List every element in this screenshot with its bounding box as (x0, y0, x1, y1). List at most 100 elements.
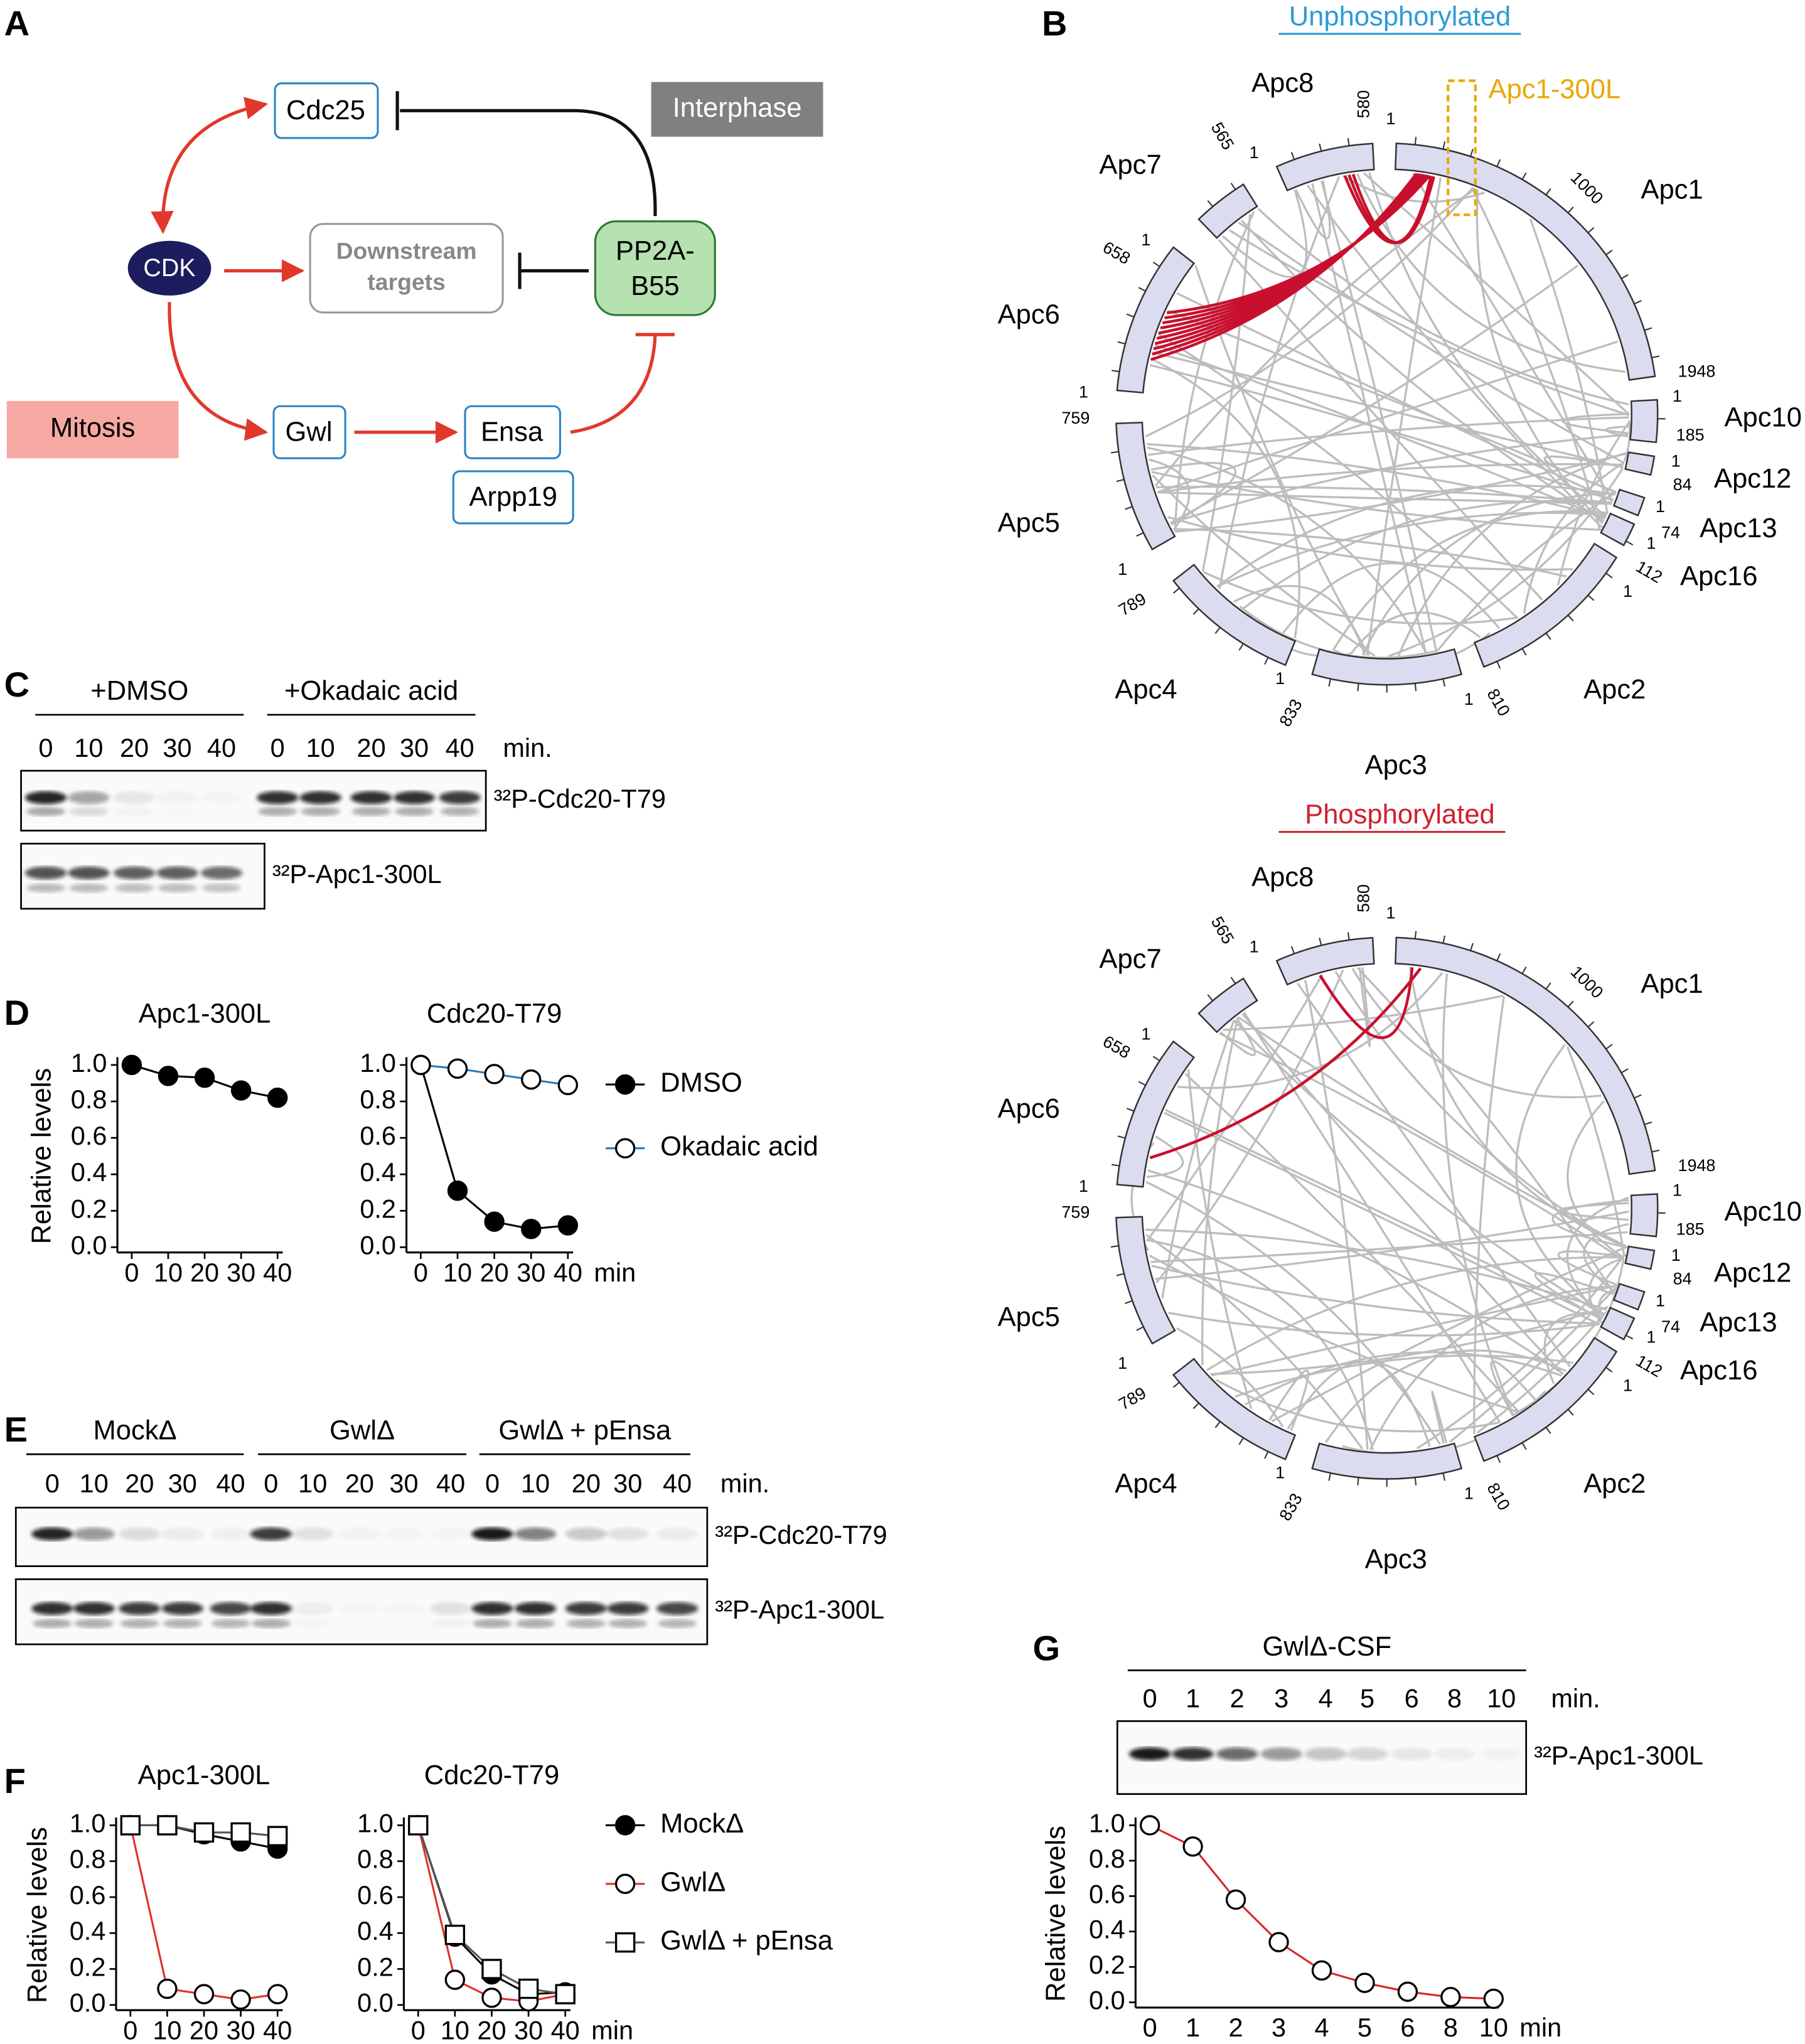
lane-label: 40 (663, 1469, 692, 1498)
segment-tick (1626, 540, 1634, 546)
gel-band (119, 1602, 161, 1615)
crosslink (1566, 1196, 1629, 1320)
y-tick-label: 0.6 (71, 1121, 107, 1150)
lane-label: 0 (45, 1469, 60, 1498)
segment (1172, 1357, 1297, 1460)
gel-band (431, 1619, 471, 1629)
data-point (1139, 1815, 1160, 1836)
line-chart: 0.0 0.2 0.4 0.6 0.8 1.0 0 10 20 30 40 Cdc20-T79 min M… (357, 1760, 833, 2044)
crosslink (1242, 500, 1612, 610)
segment-tick (1587, 1021, 1595, 1028)
gel-group-label: MockΔ (93, 1415, 176, 1445)
segment-tick (1626, 1334, 1634, 1340)
band-label: ³²P-Apc1-300L (1534, 1741, 1703, 1770)
segment (1624, 1245, 1656, 1270)
lane-label: 0 (1143, 1683, 1157, 1713)
gel-band (430, 1528, 471, 1541)
segment-tick (1214, 1421, 1221, 1428)
crosslink (1388, 467, 1624, 658)
gel-band (1128, 1747, 1171, 1761)
position-label: 1 (1464, 690, 1474, 709)
crosslink (1320, 180, 1438, 651)
crosslink (1523, 461, 1625, 614)
segment (1197, 977, 1258, 1034)
segment-tick (1172, 587, 1180, 594)
gel-band (114, 883, 154, 893)
chart-title: Cdc20-T79 (424, 1760, 559, 1790)
y-tick-label: 0.0 (360, 1230, 396, 1260)
crosslink (1233, 1019, 1605, 1317)
chart-title: Cdc20-T79 (427, 999, 562, 1029)
x-tick-label: 40 (551, 2015, 580, 2044)
gel-band (340, 1619, 379, 1629)
position-label: 810 (1483, 1480, 1513, 1514)
gel-band (384, 1619, 423, 1629)
data-point (518, 1978, 539, 1999)
gel-band (250, 1527, 292, 1541)
segment-tick (1644, 327, 1652, 331)
segment-tick (1152, 262, 1160, 267)
segment-label: Apc2 (1583, 675, 1646, 705)
data-point (521, 1219, 542, 1239)
segment-tick (1470, 149, 1474, 157)
position-label: 1 (1250, 937, 1259, 956)
crosslink (1177, 971, 1443, 1089)
gel-band (73, 1602, 115, 1615)
x-tick-label: 0 (1143, 2013, 1157, 2042)
crosslink (1409, 966, 1627, 1248)
arrow (168, 302, 269, 441)
segment-label: Apc16 (1680, 562, 1757, 592)
position-label: 789 (1115, 589, 1149, 619)
gel-band (350, 791, 392, 805)
segment-tick (1442, 141, 1446, 149)
segment (1600, 512, 1636, 547)
y-axis-label: Relative levels (23, 1827, 53, 2003)
segment-tick (1111, 1164, 1120, 1167)
position-label: 1 (1656, 497, 1665, 516)
crosslink (1149, 363, 1614, 501)
lane-label: 30 (163, 733, 191, 762)
segment-label: Apc10 (1725, 402, 1802, 432)
gel-band (339, 1602, 380, 1615)
segment-label: Apc5 (998, 1302, 1060, 1332)
segment-tick (1496, 159, 1501, 167)
segment-tick (1126, 313, 1135, 318)
segment (1473, 542, 1618, 668)
x-axis-label: min (591, 2015, 633, 2044)
gel-band (1172, 1747, 1214, 1761)
segment-label: Apc8 (1251, 862, 1314, 892)
y-tick-label: 0.2 (70, 1952, 106, 1981)
segment-tick (1238, 1437, 1244, 1445)
segment-tick (1347, 137, 1350, 146)
node-label: B55 (631, 271, 679, 301)
position-label: 1 (1386, 903, 1395, 922)
node-label: targets (367, 269, 445, 295)
x-tick-label: 30 (517, 1258, 545, 1287)
node-label: Gwl (286, 417, 333, 447)
position-label: 759 (1061, 1203, 1090, 1222)
crosslink (1161, 1020, 1235, 1299)
lane-label: 10 (298, 1469, 327, 1498)
position-label: 1 (1275, 669, 1285, 688)
y-tick-label: 0.6 (70, 1880, 106, 1910)
gel-band (210, 1602, 252, 1615)
lane-label: 10 (521, 1469, 550, 1498)
gel-band (119, 1527, 161, 1541)
crosslink (1476, 1312, 1607, 1434)
gel-band (607, 1602, 649, 1615)
segment (1311, 648, 1463, 686)
y-tick-label: 1.0 (357, 1808, 394, 1838)
gel-group-label: GwlΔ-CSF (1262, 1632, 1391, 1662)
gel-panel: MockΔ GwlΔ GwlΔ + pEnsa 0 10 20 30 40 0 10 20 30 40 0… (14, 1415, 887, 1645)
crosslink (1145, 1180, 1441, 1445)
segment-tick (1347, 932, 1350, 940)
data-point (230, 1989, 251, 2010)
segment-tick (1567, 614, 1574, 622)
data-point (267, 1826, 288, 1846)
inhibition (400, 109, 657, 217)
crosslink (1257, 208, 1629, 405)
gel-band (515, 1619, 555, 1629)
position-label: 1 (1141, 230, 1150, 249)
data-point (447, 1058, 468, 1079)
node-box (272, 405, 346, 459)
